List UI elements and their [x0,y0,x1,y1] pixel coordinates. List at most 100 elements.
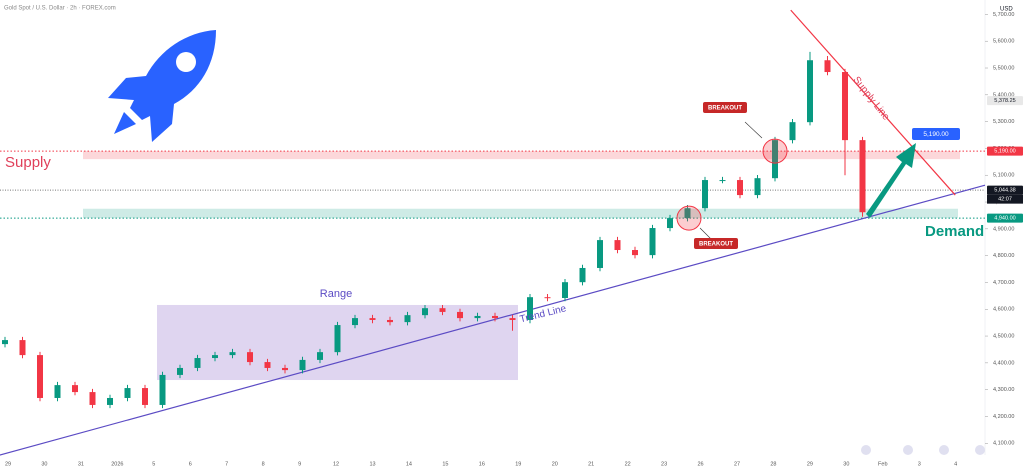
x-tick-label: 23 [661,461,667,467]
y-tick-label: 5,300.00 [993,119,1014,125]
x-tick-label: 30 [41,461,47,467]
candle-body [544,297,551,299]
candle-body [439,308,446,312]
price-tag-label: 4,940.00 [994,216,1015,222]
candle-body [177,367,183,375]
candle-body [614,240,621,251]
demand-label: Demand [925,223,984,240]
y-tick-label: 4,800.00 [993,253,1014,259]
x-tick-label: 15 [442,461,448,467]
x-tick-label: 12 [333,461,339,467]
candle-body [334,325,341,353]
x-tick-label: 5 [152,461,155,467]
candle-body [422,308,428,316]
candle-body [719,180,726,182]
candle-body [194,358,201,368]
candle-body [247,352,253,363]
candle-body [807,60,813,123]
demand-zone [83,208,958,219]
x-tick-label: 16 [479,461,485,467]
candle-body [667,218,673,229]
price-tag-label: 5,044.38 [994,188,1015,194]
y-tick-label: 4,300.00 [993,387,1014,393]
candle-body [824,60,831,73]
candle-body [107,397,113,405]
candle-body [527,297,533,320]
target-label: 5,190.00 [923,131,949,138]
candle-body [317,352,323,360]
price-tag [987,185,1023,195]
y-tick-label: 4,100.00 [993,441,1014,447]
x-tick-label: 8 [262,461,265,467]
breakout-tag [703,102,747,113]
candle-body [72,385,78,393]
chart-title: Gold Spot / U.S. Dollar · 2h · FOREX.com [4,6,116,12]
candle-body [19,340,26,356]
x-tick-label: 31 [78,461,84,467]
candle-body [754,178,761,196]
y-tick-label: 5,500.00 [993,65,1014,71]
x-tick-label: 26 [697,461,703,467]
x-tick-label: 30 [843,461,849,467]
breakout-tag [694,238,738,249]
candle-body [2,340,8,345]
candle-body [212,355,218,359]
candle-body [789,122,796,141]
x-tick-label: 19 [515,461,521,467]
breakout-circle [676,205,702,231]
supply-zone [83,151,960,160]
y-tick-label: 5,100.00 [993,173,1014,179]
y-tick-label: 4,900.00 [993,226,1014,232]
y-tick-label: 4,700.00 [993,280,1014,286]
candle-body [562,282,568,298]
x-tick-label: 13 [369,461,375,467]
y-tick-label: 4,600.00 [993,307,1014,313]
candle-body [842,72,848,141]
candle-body [282,367,288,371]
candle-body [474,315,481,319]
candle-body [387,319,393,323]
candle-body [492,315,498,319]
candle-body [159,374,166,405]
candle-body [229,352,236,356]
breakout-label: BREAKOUT [699,242,733,248]
breakout-circle [762,138,788,164]
candle-body [142,388,148,405]
price-tag [987,213,1023,223]
candle-body [509,318,516,320]
candle-body [352,318,358,326]
candle-body [457,311,463,319]
pointer [744,121,763,139]
y-tick-label: 4,500.00 [993,334,1014,340]
y-tick-label: 5,400.00 [993,92,1014,98]
candle-body [632,250,638,256]
rocket-icon [108,30,216,142]
event-icons [861,445,985,455]
x-tick-label: Feb [878,461,887,467]
x-tick-label: 27 [734,461,740,467]
y-tick-label: 5,600.00 [993,39,1014,45]
candle-body [579,267,586,283]
y-tick-label: 4,200.00 [993,414,1014,420]
y-tick-label: 5,700.00 [993,12,1014,18]
price-tag-label: 5,378.25 [994,98,1015,104]
candle-body [737,180,743,196]
target-tag [912,128,960,140]
x-tick-label: 20 [552,461,558,467]
x-tick-label: 29 [807,461,813,467]
price-tag [987,146,1023,156]
x-tick-label: 3 [918,461,921,467]
candle-body [89,392,96,405]
candle-body [772,140,778,179]
candle-body [404,315,411,323]
candle-body [54,385,61,398]
trend-line [0,184,986,456]
candle-body [859,140,866,213]
breakout-label: BREAKOUT [708,106,742,112]
x-tick-label: 2026 [111,461,123,467]
candle-body [369,318,376,320]
range-label: Range [320,288,352,300]
supply-label: Supply [5,154,51,171]
candle-body [597,240,603,268]
countdown-tag [987,194,1023,204]
